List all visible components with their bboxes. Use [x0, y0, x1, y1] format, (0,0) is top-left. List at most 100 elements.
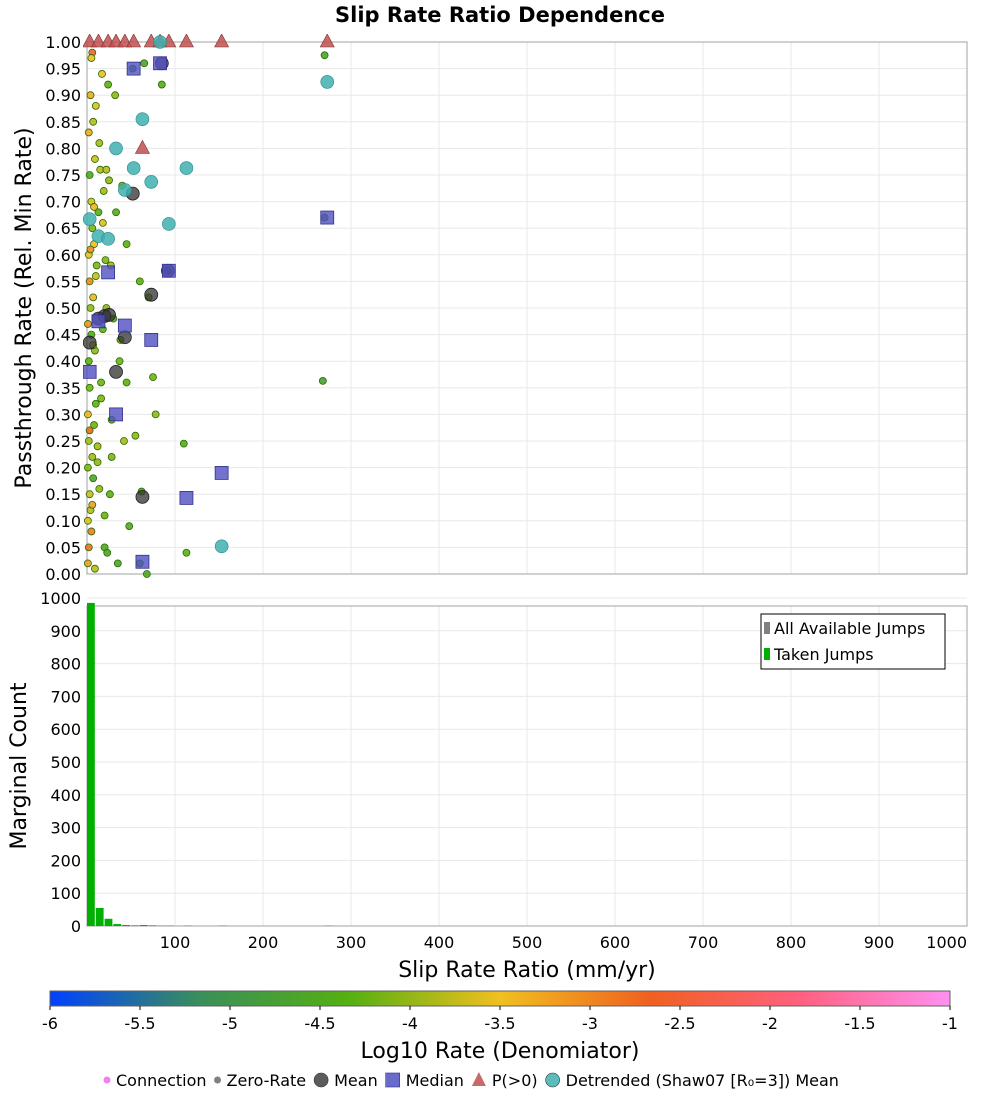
y-tick-label: 600 — [50, 720, 81, 739]
y-tick-label: 1000 — [40, 589, 81, 608]
histogram-bar — [131, 925, 139, 926]
rate-point — [105, 176, 113, 185]
rate-point — [95, 484, 104, 493]
y-tick-label: 200 — [50, 851, 81, 870]
rate-point — [86, 304, 95, 312]
y-tick-label: 0.75 — [45, 166, 81, 185]
legend-item: P(>0) — [471, 1071, 538, 1090]
y-tick-label: 0.65 — [45, 219, 81, 238]
rate-point — [104, 80, 113, 89]
colorbar-tick-label: -4 — [402, 1014, 418, 1033]
rate-point — [125, 522, 134, 531]
rate-point — [140, 59, 149, 68]
colorbar-tick-label: -2.5 — [664, 1014, 695, 1033]
rate-point — [88, 453, 97, 461]
rate-point — [89, 293, 98, 302]
rate-point — [107, 453, 116, 461]
y-tick-label: 0.95 — [45, 60, 81, 79]
legend-item: Connection — [103, 1071, 207, 1090]
legend-label: Connection — [116, 1071, 207, 1090]
detrended-mean-point — [83, 212, 97, 226]
detrended-mean-point — [144, 175, 159, 189]
median-point — [179, 491, 194, 505]
y-tick-label: 0.55 — [45, 272, 81, 291]
rate-point — [98, 218, 107, 227]
y-axis-label: Marginal Count — [7, 682, 32, 849]
rate-point — [85, 426, 94, 435]
series-legend: Connection Zero-Rate Mean Median P(>0) Detren… — [103, 1071, 839, 1090]
rate-point — [98, 70, 106, 78]
y-axis-label: Passthrough Rate (Rel. Min Rate) — [12, 127, 37, 488]
x-tick-label: 400 — [424, 933, 455, 952]
rate-point — [85, 383, 94, 392]
x-tick-label: 300 — [336, 933, 367, 952]
y-tick-label: 800 — [50, 655, 81, 674]
median-point — [214, 466, 229, 480]
y-tick-label: 0.00 — [45, 565, 81, 584]
scatter-plot-panel: 0.00 0.05 0.10 0.15 0.20 0.25 0.30 0.35 0.40 0.45… — [12, 3, 968, 584]
rate-point — [94, 208, 103, 217]
rate-point — [113, 559, 122, 568]
rate-point — [83, 463, 92, 472]
median-point — [126, 61, 141, 76]
y-tick-label: 1.00 — [45, 33, 81, 52]
detrended-mean-point — [153, 35, 167, 49]
rate-point — [105, 490, 114, 499]
median-point — [135, 554, 150, 569]
rate-point — [83, 516, 92, 525]
y-tick-label: 0.85 — [45, 113, 81, 132]
rate-point — [91, 101, 100, 110]
histogram-bar — [87, 602, 95, 926]
rate-point — [182, 548, 191, 557]
median-point — [153, 56, 167, 71]
rate-point — [151, 410, 160, 419]
rate-point — [179, 439, 188, 448]
rate-point — [115, 357, 124, 366]
y-tick-label: 300 — [50, 819, 81, 838]
y-tick-label: 0.45 — [45, 326, 81, 345]
rate-point — [122, 240, 131, 249]
colorbar-tick-label: -5.5 — [124, 1014, 155, 1033]
median-point — [161, 263, 176, 278]
x-axis-label: Slip Rate Ratio (mm/yr) — [398, 958, 656, 983]
rate-point — [91, 155, 99, 163]
y-tick-label: 0.50 — [45, 299, 81, 318]
rate-point — [87, 54, 96, 62]
y-tick-label: 0.25 — [45, 432, 81, 451]
rate-point — [93, 442, 102, 451]
y-tick-label: 0.30 — [45, 405, 81, 424]
histogram-bar — [122, 925, 130, 926]
detrended-mean-point — [118, 183, 132, 197]
median-point — [144, 333, 159, 347]
detrended-mean-point — [214, 539, 229, 554]
rate-point — [84, 543, 93, 552]
legend-swatch — [764, 648, 770, 660]
rate-point — [85, 277, 94, 286]
median-point — [109, 407, 123, 422]
rate-point — [112, 208, 120, 217]
colorbar-tick-label: -3 — [582, 1014, 598, 1033]
rate-point — [86, 245, 95, 254]
histogram-panel: 0 100 200 300 400 500 600 700 800 900 1000 100 200 30… — [7, 589, 968, 983]
rate-point — [89, 474, 98, 483]
colorbar-label: Log10 Rate (Denomiator) — [361, 1039, 640, 1064]
rate-point — [90, 421, 98, 429]
rate-point — [89, 117, 98, 126]
legend-item: Mean — [313, 1071, 378, 1090]
rate-point — [91, 564, 99, 573]
median-point — [91, 314, 106, 329]
rate-point — [84, 437, 93, 445]
colorbar-tick-label: -1 — [942, 1014, 958, 1033]
legend-label: Zero-Rate — [227, 1071, 307, 1090]
x-tick-label: 100 — [160, 933, 191, 952]
legend-swatch — [764, 622, 770, 634]
detrended-mean-point — [126, 161, 141, 175]
rate-point — [91, 399, 100, 408]
histogram-bar — [113, 924, 122, 926]
legend-marker — [103, 1076, 111, 1084]
rate-point — [131, 431, 140, 440]
rate-point — [99, 187, 108, 195]
x-tick-label: 600 — [600, 933, 631, 952]
y-tick-label: 0.35 — [45, 379, 81, 398]
